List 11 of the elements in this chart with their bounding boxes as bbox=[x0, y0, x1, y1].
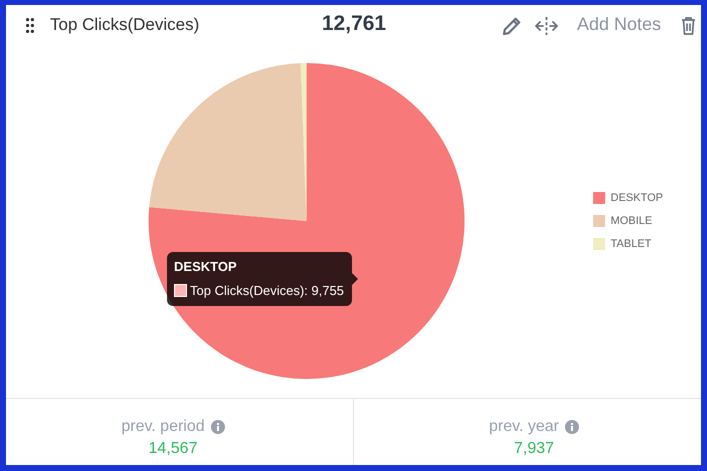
chart-subtitle: 12,761 bbox=[320, 11, 388, 37]
text: prev. year bbox=[489, 417, 559, 437]
text: Add Notes bbox=[577, 13, 662, 35]
legend-label: DESKTOP bbox=[610, 192, 664, 204]
legend-label: MOBILE bbox=[610, 215, 652, 228]
text: 14,567 bbox=[148, 439, 198, 459]
legend-label: TABLET bbox=[610, 238, 652, 250]
text: 7,937 bbox=[512, 439, 556, 459]
tooltip: DESKTOP Top Clicks(Devices): 9,755 bbox=[167, 252, 358, 306]
chart-title: Top Clicks(Devices) bbox=[50, 14, 200, 36]
text: prev. period bbox=[121, 417, 205, 437]
